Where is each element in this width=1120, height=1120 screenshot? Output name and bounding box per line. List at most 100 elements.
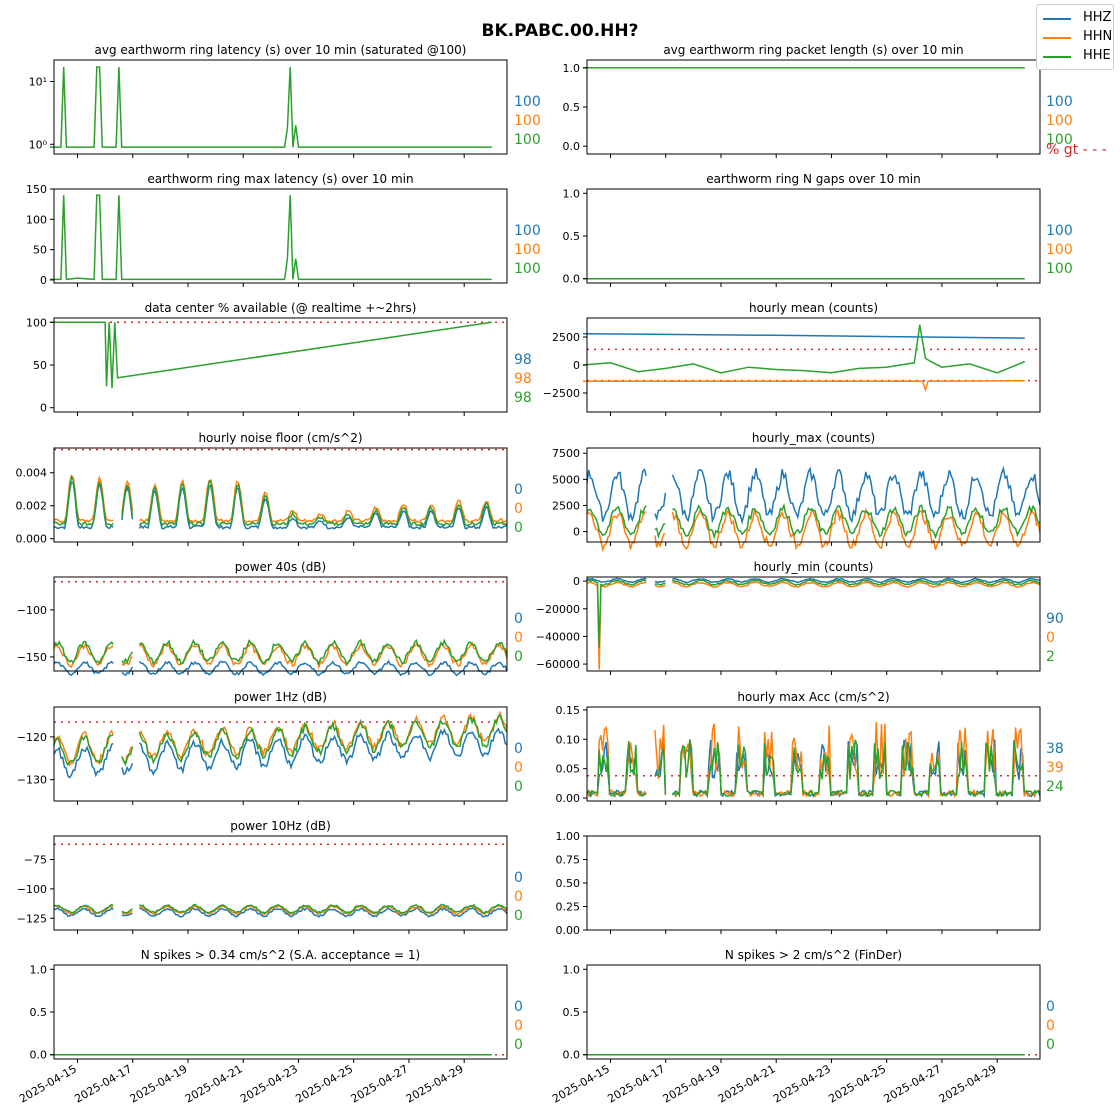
- stat-hhn: 0: [1046, 630, 1055, 646]
- stat-hhz: 0: [514, 482, 523, 498]
- stat-hhz: 0: [1046, 999, 1055, 1015]
- y-tick-label: 0.0: [563, 140, 581, 153]
- y-tick-label: 0.75: [556, 854, 581, 867]
- series-line-hhz: [582, 332, 1025, 339]
- axes-frame: [53, 706, 508, 802]
- y-tick-label: 2500: [552, 331, 580, 344]
- series-line-hhe: [53, 903, 508, 915]
- y-tick-label: 0.5: [30, 1006, 48, 1019]
- series-line-hhz: [586, 739, 1041, 799]
- panel-title: hourly_min (counts): [754, 560, 874, 574]
- panel-title: hourly_max (counts): [752, 431, 875, 445]
- y-tick-label: 7500: [552, 447, 580, 460]
- legend-swatch-hhz: [1043, 18, 1071, 20]
- legend: HHZ HHN HHE: [1036, 4, 1114, 70]
- series-line-hhe: [582, 324, 1026, 374]
- panel-title: data center % available (@ realtime +~2h…: [145, 301, 417, 315]
- panel-dc-available: data center % available (@ realtime +~2h…: [26, 301, 532, 416]
- y-tick-label: −40000: [536, 630, 580, 643]
- series-line-hhz: [586, 465, 1041, 525]
- panel-title: avg earthworm ring packet length (s) ove…: [663, 43, 963, 57]
- series-line-hhe: [53, 638, 508, 666]
- axes-frame: [53, 447, 508, 543]
- panel-title: N spikes > 2 cm/s^2 (FinDer): [725, 948, 902, 962]
- y-tick-label: 0: [40, 402, 47, 415]
- stat-hhe: 100: [514, 261, 541, 277]
- x-tick-label: 2025-04-23: [771, 1062, 833, 1105]
- y-tick-label: 0.00: [556, 792, 581, 805]
- panel-title: hourly max Acc (cm/s^2): [737, 690, 889, 704]
- x-tick-label: 2025-04-17: [605, 1062, 667, 1105]
- y-tick-label: −75: [24, 854, 47, 867]
- panel-title: power 40s (dB): [235, 560, 326, 574]
- y-tick-label: −100: [17, 883, 47, 896]
- series-line-hhe: [53, 475, 508, 527]
- y-tick-label: 50: [33, 244, 47, 257]
- axes-frame: [586, 706, 1041, 802]
- stat-hhn: 0: [1046, 1018, 1055, 1034]
- stat-hhn: 0: [514, 1018, 523, 1034]
- panel-power-10hz: power 10Hz (dB) −125 −100 −75 0 0 0: [17, 819, 523, 934]
- y-tick-label: 150: [26, 183, 47, 196]
- axes-frame: [53, 964, 508, 1060]
- series-line-hhe: [49, 66, 492, 148]
- panel-title: hourly mean (counts): [749, 301, 878, 315]
- panel-title: power 1Hz (dB): [234, 690, 327, 704]
- series-line-hhz: [53, 906, 508, 918]
- y-tick-label: −2500: [543, 387, 580, 400]
- y-tick-label: 0.5: [563, 230, 581, 243]
- series-line-hhn: [586, 722, 1041, 799]
- x-tick-label: 2025-04-25: [826, 1062, 888, 1105]
- series-line-hhn: [582, 379, 1025, 393]
- x-tick-label: 2025-04-21: [716, 1062, 778, 1105]
- panel-empty: 0.00 0.25 0.50 0.75 1.00: [556, 830, 1041, 937]
- axes-frame: [586, 964, 1041, 1060]
- stat-hhe: 24: [1046, 779, 1064, 795]
- y-tick-label: 100: [26, 213, 47, 226]
- y-tick-label: −100: [17, 604, 47, 617]
- stat-hhe: 100: [1046, 132, 1073, 148]
- panel-title: hourly noise floor (cm/s^2): [198, 431, 362, 445]
- panel-title: earthworm ring N gaps over 10 min: [706, 172, 920, 186]
- stat-hhz: 0: [514, 741, 523, 757]
- panel-n-gaps: earthworm ring N gaps over 10 min 0.0 0.5 1…: [563, 172, 1073, 287]
- panel-hourly-max: hourly_max (counts) 0 2500 5000 7500: [552, 431, 1041, 553]
- x-tick-label: 2025-04-27: [349, 1062, 411, 1105]
- stat-hhz: 100: [514, 94, 541, 110]
- panel-max-latency: earthworm ring max latency (s) over 10 m…: [26, 172, 541, 287]
- y-tick-label: 5000: [552, 473, 580, 486]
- y-tick-label: 1.00: [556, 830, 581, 843]
- legend-swatch-hhe: [1043, 56, 1071, 58]
- y-tick-label: 2500: [552, 499, 580, 512]
- series-line-hhe: [49, 194, 492, 281]
- y-tick-label: −60000: [536, 658, 580, 671]
- stat-hhz: 0: [514, 999, 523, 1015]
- series-line-hhe: [586, 739, 1041, 799]
- axes-frame: [53, 59, 508, 155]
- x-tick-label: 2025-04-17: [72, 1062, 134, 1105]
- stat-hhe: 0: [514, 1037, 523, 1053]
- series-line-hhz: [53, 727, 508, 779]
- y-tick-label: 0: [40, 274, 47, 287]
- stat-hhz: 90: [1046, 611, 1064, 627]
- axes-frame: [53, 188, 508, 284]
- panel-max-acc: hourly max Acc (cm/s^2) 0.00 0.05 0.10 0.15 3…: [556, 690, 1064, 805]
- panel-title: power 10Hz (dB): [230, 819, 331, 833]
- y-tick-label: 0.10: [556, 733, 581, 746]
- y-tick-label: 1.0: [563, 62, 581, 75]
- x-tick-label: 2025-04-15: [550, 1062, 612, 1105]
- panel-hourly-mean: hourly mean (counts) −2500 0 2500: [543, 301, 1041, 416]
- y-tick-label: 0.5: [563, 101, 581, 114]
- stat-hhe: 2: [1046, 649, 1055, 665]
- panel-avg-packet: avg earthworm ring packet length (s) ove…: [563, 43, 1107, 158]
- stat-hhn: 100: [514, 113, 541, 129]
- stat-hhe: 98: [514, 390, 532, 406]
- y-tick-label: 0.0: [563, 1049, 581, 1062]
- stat-hhe: 0: [1046, 1037, 1055, 1053]
- axes-frame: [53, 576, 508, 672]
- panel-power-1hz: power 1Hz (dB) −130 −120 0 0 0: [17, 690, 523, 805]
- stat-hhz: 98: [514, 352, 532, 368]
- y-tick-label: 1.0: [30, 963, 48, 976]
- y-tick-label: 1.0: [563, 187, 581, 200]
